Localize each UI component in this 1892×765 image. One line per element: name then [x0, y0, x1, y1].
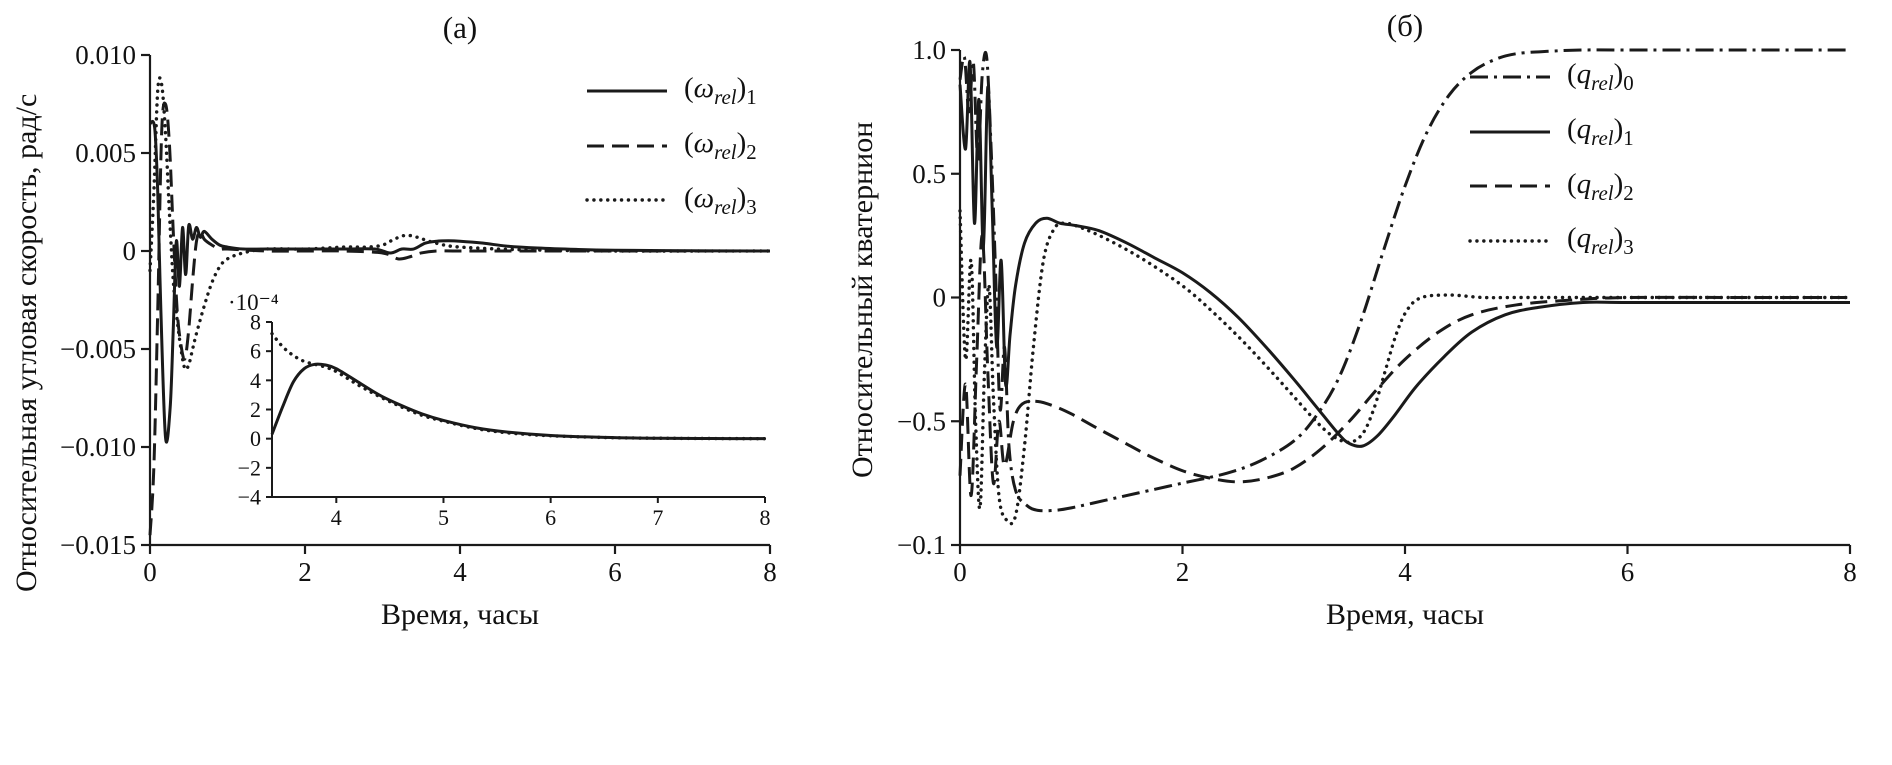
legend-line-sample-dotted [585, 198, 669, 203]
legend-label: (qrel)2 [1567, 167, 1634, 205]
y-tick-label: 0.005 [75, 138, 136, 168]
legend-line-sample-dashed [1470, 184, 1550, 188]
legend-line-sample-solid [1470, 130, 1550, 134]
legend-item-q_rel_3: (qrel)3 [1468, 222, 1634, 260]
series-line-omega_rel_1_zoom [270, 362, 766, 441]
x-tick-label: 0 [953, 557, 967, 587]
x-tick-label: 4 [453, 557, 467, 587]
y-tick-label: −2 [238, 455, 261, 480]
legend-label: (ωrel)3 [684, 181, 757, 219]
x-tick-label: 8 [1843, 557, 1857, 587]
legend-item-q_rel_0: (qrel)0 [1468, 58, 1634, 96]
y-tick-label: 0 [933, 283, 947, 313]
series-line-q_rel_1 [958, 60, 1850, 448]
x-tick-label: 6 [545, 505, 556, 530]
x-tick-label: 8 [760, 505, 771, 530]
x-tick-label: 2 [298, 557, 312, 587]
y-tick-label: −0.5 [897, 406, 946, 436]
y-tick-label: 4 [250, 368, 261, 393]
legend-label: (qrel)0 [1567, 58, 1634, 95]
legend-label: (ωrel)1 [684, 72, 757, 109]
legend-line-sample-dashed [587, 144, 667, 148]
y-tick-label: −0.015 [60, 530, 136, 560]
x-tick-label: 0 [143, 557, 157, 587]
x-tick-label: 4 [331, 505, 342, 530]
legend-line-sample-dotted [1468, 239, 1552, 243]
series-group [270, 331, 767, 441]
y-tick-label: 0 [123, 236, 137, 266]
panel-b-y-axis-label: Относительный кватернион [846, 121, 879, 478]
series-line-omega_rel_3 [148, 76, 772, 372]
inset-scale-label: ·10⁻⁴ [228, 290, 279, 315]
panel-a-y-axis-label: Относительная угловая скорость, рад/с [10, 93, 43, 592]
legend-item-omega_rel_3: (ωrel)3 [585, 182, 757, 220]
y-tick-label: 6 [250, 339, 261, 364]
series-line-omega_rel_2 [148, 101, 770, 536]
series-line-q_rel_3 [958, 209, 1852, 526]
x-tick-label: 6 [608, 557, 622, 587]
x-tick-label: 2 [1176, 557, 1190, 587]
y-tick-label: 0 [250, 426, 261, 451]
y-tick-label: 0.010 [75, 40, 136, 70]
legend-item-q_rel_2: (qrel)2 [1468, 168, 1634, 206]
legend-item-q_rel_1: (qrel)1 [1468, 113, 1634, 151]
panel-b-x-axis-label: Время, часы [1326, 598, 1484, 631]
legend-line-sample-dashdot [1470, 75, 1550, 79]
legend-label: (qrel)1 [1567, 112, 1634, 150]
series-line-omega_rel_1 [148, 119, 771, 444]
y-tick-label: −4 [238, 484, 261, 509]
series-line-q_rel_2 [958, 234, 1850, 498]
y-tick-label: 0.5 [912, 159, 946, 189]
x-tick-label: 4 [1398, 557, 1412, 587]
panel-b-title: (б) [1386, 8, 1424, 43]
legend-label: (qrel)3 [1567, 222, 1634, 260]
panel-a-title: (а) [442, 10, 478, 45]
axes: 1.00.50−0.5−0.10 2 4 6 8 [897, 35, 1857, 587]
legend-label: (ωrel)2 [684, 126, 757, 164]
y-tick-label: 2 [250, 397, 261, 422]
y-tick-label: −0.005 [60, 334, 136, 364]
y-tick-label: −0.1 [897, 530, 946, 560]
x-tick-label: 7 [652, 505, 663, 530]
series-line-omega_rel_3_zoom [270, 331, 767, 441]
panel-a-x-axis-label: Время, часы [381, 598, 539, 631]
series-group [148, 76, 772, 536]
panel-b-legend: (qrel)0 (qrel)1 (qrel)2 (qrel)3 [1468, 58, 1634, 260]
y-tick-label: 8 [250, 309, 261, 334]
series-group [958, 48, 1852, 526]
series-line-q_rel_0 [958, 48, 1850, 513]
x-tick-label: 6 [1621, 557, 1635, 587]
axes: 8 6 4 2 0 −2 −4 4 5 6 7 8 [238, 309, 771, 530]
y-tick-label: −0.010 [60, 432, 136, 462]
legend-line-sample-solid [587, 89, 667, 93]
legend-item-omega_rel_1: (ωrel)1 [585, 72, 757, 110]
x-tick-label: 5 [438, 505, 449, 530]
y-tick-label: 1.0 [912, 35, 946, 65]
legend-item-omega_rel_2: (ωrel)2 [585, 127, 757, 165]
x-tick-label: 8 [763, 557, 777, 587]
panel-a-legend: (ωrel)1 (ωrel)2 (ωrel)3 [585, 72, 757, 219]
